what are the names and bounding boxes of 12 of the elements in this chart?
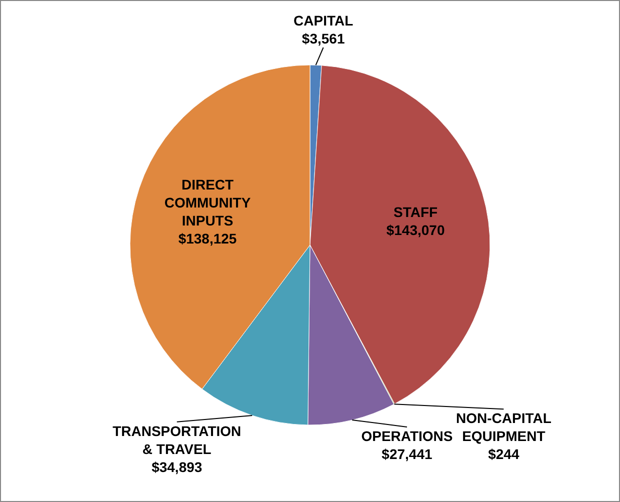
- slice-label: OPERATIONS: [361, 428, 453, 444]
- data-label: $34,893: [152, 458, 202, 475]
- slice-label: NON-CAPITAL EQUIPMENT: [456, 410, 552, 444]
- data-label: $244: [488, 446, 520, 462]
- data-label: $138,125: [178, 230, 237, 247]
- slice-label: DIRECT COMMUNITY INPUTS: [164, 176, 252, 229]
- slice-label: CAPITAL: [294, 12, 354, 29]
- data-label: $143,070: [386, 222, 445, 238]
- slice-label: TRANSPORTATION & TRAVEL: [112, 422, 242, 457]
- data-label: $3,561: [302, 30, 345, 47]
- slice-label: STAFF: [394, 204, 438, 220]
- data-label: $27,441: [382, 446, 432, 462]
